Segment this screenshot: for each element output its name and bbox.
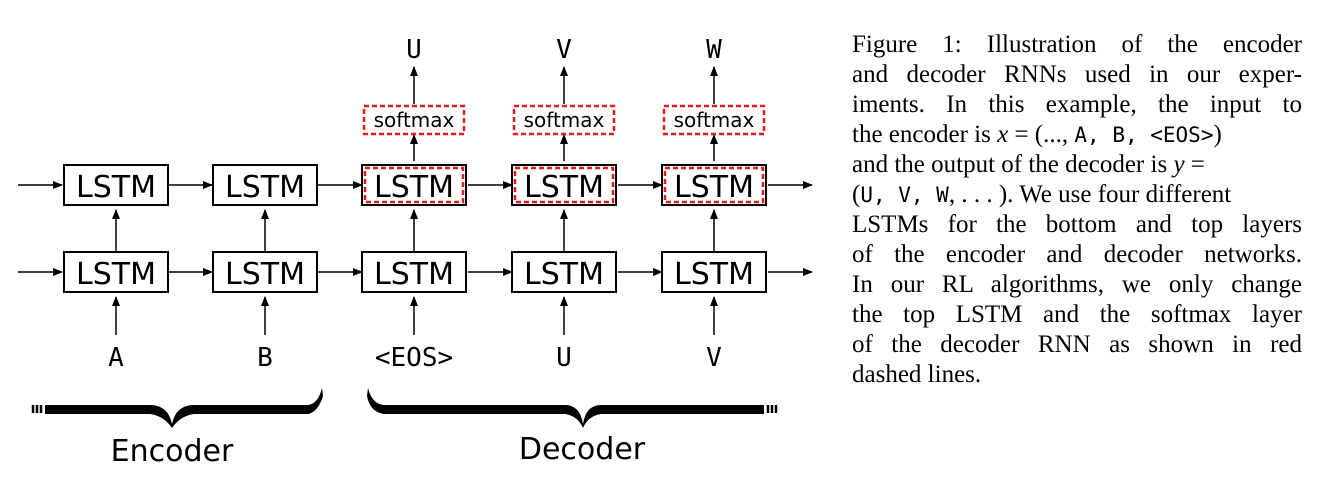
lstm-cell-top-1: LSTM bbox=[63, 164, 169, 206]
softmax-box-1: softmax bbox=[362, 104, 466, 136]
caption-line: In our RL algorithms, we only change bbox=[852, 271, 1302, 298]
encoder-decoder-diagram: LSTM LSTM LSTM LSTM LSTM LSTM LSTM bbox=[18, 35, 813, 469]
lstm-label: LSTM bbox=[674, 257, 754, 292]
caption-line: dashed lines. bbox=[852, 361, 982, 388]
lstm-label: LSTM bbox=[374, 257, 454, 292]
lstm-label: LSTM bbox=[374, 170, 454, 205]
caption-line: iments. In this example, the input to bbox=[852, 91, 1302, 118]
output-token: W bbox=[706, 35, 722, 65]
lstm-cell-top-4-highlighted: LSTM bbox=[511, 164, 617, 206]
input-token: <EOS> bbox=[375, 343, 453, 373]
softmax-label: softmax bbox=[674, 108, 755, 132]
input-tokens: A B <EOS> U V bbox=[108, 343, 722, 373]
lstm-cell-top-5-highlighted: LSTM bbox=[661, 164, 767, 206]
caption-math: x bbox=[997, 121, 1009, 148]
input-token: B bbox=[257, 343, 273, 373]
lstm-cell-top-3-highlighted: LSTM bbox=[361, 164, 467, 206]
decoder-brace: Decoder bbox=[367, 388, 778, 467]
softmax-box-3: softmax bbox=[662, 104, 766, 136]
caption-line: (U, V, W, . . . ). We use four different bbox=[852, 180, 1302, 210]
lstm-label: LSTM bbox=[674, 170, 754, 205]
lstm-cell-bottom-4: LSTM bbox=[511, 251, 617, 293]
caption-text: = (..., bbox=[1008, 121, 1075, 148]
caption-code: U, V, W bbox=[860, 183, 949, 207]
softmax-row: softmax softmax softmax bbox=[362, 104, 766, 136]
input-token: V bbox=[706, 343, 722, 373]
softmax-box-2: softmax bbox=[512, 104, 616, 136]
output-token: U bbox=[406, 35, 422, 65]
caption-math: y bbox=[1173, 151, 1185, 178]
layer-arrows bbox=[112, 209, 718, 252]
input-arrows bbox=[112, 296, 718, 335]
caption-line: LSTMs for the bottom and top layers bbox=[852, 211, 1302, 238]
output-tokens: U V W bbox=[406, 35, 722, 65]
caption-text: ) bbox=[1213, 121, 1222, 148]
softmax-label: softmax bbox=[524, 108, 605, 132]
caption-text: , . . . ). We use four different bbox=[948, 181, 1232, 208]
caption-text: the encoder is bbox=[852, 121, 998, 148]
figure-caption: Figure 1: Illustration of the encoder an… bbox=[852, 30, 1302, 390]
caption-line: of the decoder RNN as shown in red bbox=[852, 331, 1302, 358]
encoder-label: Encoder bbox=[111, 434, 234, 469]
lstm-label: LSTM bbox=[524, 170, 604, 205]
top-lstm-row: LSTM LSTM LSTM LSTM LSTM bbox=[63, 164, 767, 206]
lstm-cell-bottom-1: LSTM bbox=[63, 251, 169, 293]
lstm-cell-bottom-2: LSTM bbox=[212, 251, 318, 293]
input-token: A bbox=[108, 343, 124, 373]
lstm-label: LSTM bbox=[225, 257, 305, 292]
decoder-label: Decoder bbox=[519, 432, 646, 467]
caption-line: the encoder is x = (..., A, B, <EOS>) bbox=[852, 120, 1302, 150]
lstm-label: LSTM bbox=[524, 257, 604, 292]
lstm-label: LSTM bbox=[76, 170, 156, 205]
caption-text: and the output of the decoder is bbox=[852, 151, 1174, 178]
caption-line: the top LSTM and the softmax layer bbox=[852, 301, 1302, 328]
lstm-label: LSTM bbox=[76, 257, 156, 292]
caption-code: A, B, <EOS> bbox=[1074, 123, 1214, 147]
lstm-cell-top-2: LSTM bbox=[212, 164, 318, 206]
bottom-lstm-row: LSTM LSTM LSTM LSTM LSTM bbox=[63, 251, 767, 293]
caption-line: and the output of the decoder is y = bbox=[852, 150, 1302, 180]
lstm-label: LSTM bbox=[225, 170, 305, 205]
encoder-brace: Encoder bbox=[31, 388, 323, 469]
lstm-cell-bottom-3: LSTM bbox=[361, 251, 467, 293]
softmax-arrows bbox=[410, 66, 718, 161]
softmax-label: softmax bbox=[374, 108, 455, 132]
lstm-cell-bottom-5: LSTM bbox=[661, 251, 767, 293]
caption-text: ( bbox=[852, 181, 861, 208]
caption-line: of the encoder and decoder networks. bbox=[852, 241, 1302, 268]
caption-line: Figure 1: Illustration of the encoder bbox=[852, 31, 1302, 58]
output-token: V bbox=[556, 35, 572, 65]
caption-text: = bbox=[1184, 151, 1205, 178]
caption-line: and decoder RNNs used in our exper- bbox=[852, 61, 1302, 88]
input-token: U bbox=[556, 343, 572, 373]
